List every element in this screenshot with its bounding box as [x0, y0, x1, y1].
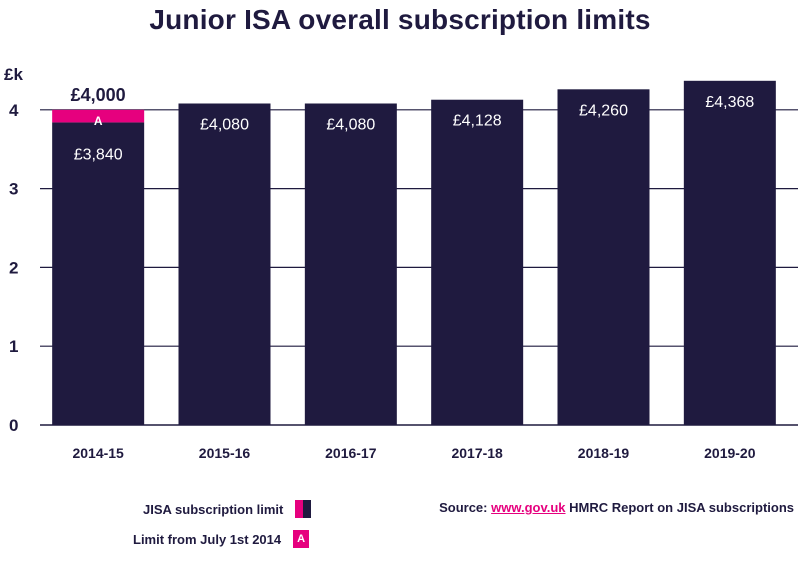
y-axis-unit-label: £k: [4, 65, 23, 84]
x-tick-label: 2016-17: [325, 445, 377, 461]
bar-extra-marker: A: [94, 114, 103, 128]
y-tick-label: 3: [9, 180, 18, 199]
bar: [557, 89, 650, 425]
source-note: Source: www.gov.uk HMRC Report on JISA s…: [439, 500, 794, 515]
x-tick-label: 2019-20: [704, 445, 756, 461]
legend-item-limit: JISA subscription limit: [143, 500, 312, 518]
source-link[interactable]: www.gov.uk: [491, 500, 566, 515]
y-tick-label: 1: [9, 337, 18, 356]
bar: [683, 80, 776, 425]
source-suffix: HMRC Report on JISA subscriptions: [565, 500, 794, 515]
source-prefix: Source:: [439, 500, 488, 515]
legend-swatch-limit: [295, 500, 312, 518]
legend-label-limit: JISA subscription limit: [143, 501, 284, 517]
bar-value-label: £4,368: [705, 94, 754, 111]
bar-extra-top-label: £4,000: [71, 85, 126, 105]
bars-group: £3,840 A £4,000 £4,080 £4,080 £4,128 £4,260 £4,…: [52, 80, 776, 426]
bar-value-label: £3,840: [74, 146, 123, 163]
chart-title: Junior ISA overall subscription limits: [149, 4, 651, 35]
x-tick-label: 2014-15: [72, 445, 124, 461]
legend-swatch-july: A: [293, 530, 310, 548]
bar-extra-segment: [52, 109, 145, 123]
x-tick-label: 2015-16: [199, 445, 251, 461]
legend-label-july: Limit from July 1st 2014: [133, 531, 282, 547]
y-tick-label: 4: [9, 101, 19, 120]
x-tick-label: 2018-19: [578, 445, 630, 461]
bar: [304, 103, 397, 425]
y-tick-label: 2: [9, 258, 18, 277]
bar-value-label: £4,260: [579, 102, 628, 119]
bar-value-label: £4,080: [200, 116, 249, 133]
bar: [178, 103, 271, 425]
x-tick-label: 2017-18: [451, 445, 503, 461]
y-axis: £k 0 1 2 3 4: [4, 65, 798, 435]
x-axis: 2014-15 2015-16 2016-17 2017-18 2018-19 2019-…: [72, 445, 755, 461]
bar-value-label: £4,128: [453, 113, 502, 130]
legend-item-july: Limit from July 1st 2014 A: [133, 530, 310, 548]
y-tick-label: 0: [9, 416, 18, 435]
bar: [431, 99, 524, 426]
bar: [52, 122, 145, 426]
bar-value-label: £4,080: [326, 116, 375, 133]
